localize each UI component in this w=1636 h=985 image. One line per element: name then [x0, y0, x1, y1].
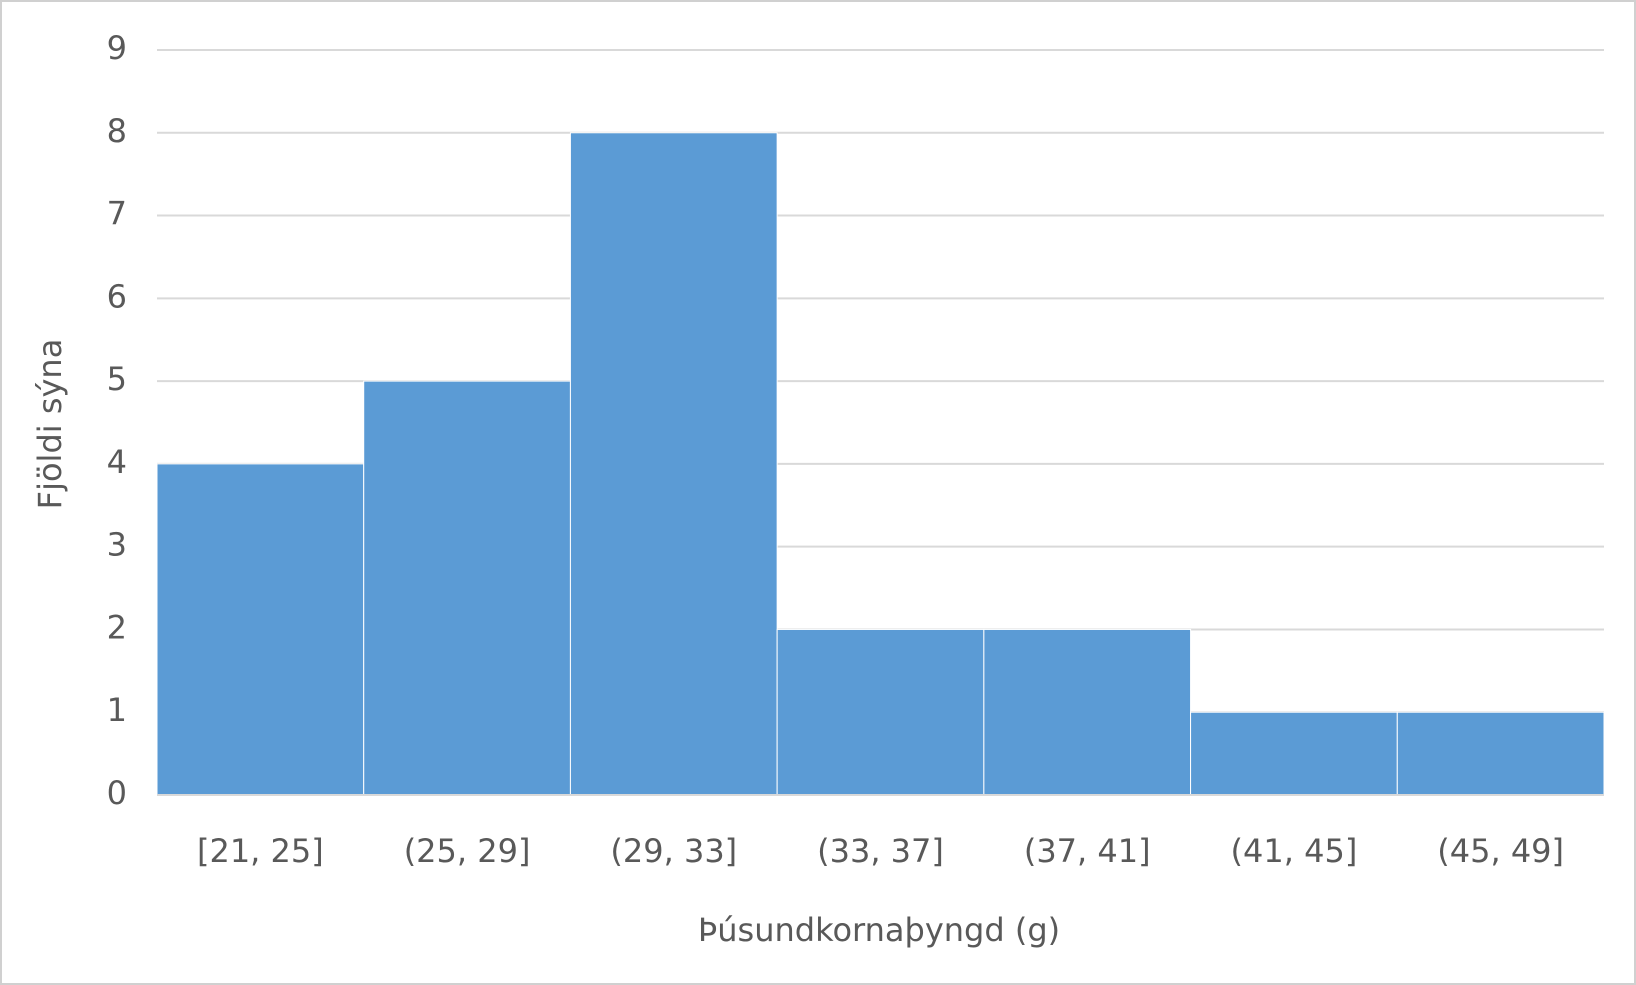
x-tick-label: (37, 41] [1024, 832, 1151, 870]
y-axis-label: Fjöldi sýna [31, 339, 69, 510]
y-tick-label: 1 [107, 691, 127, 729]
y-tick-label: 4 [107, 443, 127, 481]
x-tick-label: (25, 29] [404, 832, 531, 870]
y-tick-label: 2 [107, 608, 127, 646]
y-tick-label: 6 [107, 277, 127, 315]
x-tick-label: (33, 37] [817, 832, 944, 870]
bar [1396, 711, 1605, 796]
y-tick-label: 7 [107, 195, 127, 233]
x-axis-label: Þúsundkornaþyngd (g) [698, 911, 1060, 949]
y-tick-label: 5 [107, 360, 127, 398]
x-tick-label: (29, 33] [610, 832, 737, 870]
y-tick-label: 0 [107, 774, 127, 812]
x-tick-label: [21, 25] [197, 832, 324, 870]
bar [156, 463, 365, 796]
bar [776, 628, 985, 796]
bar [1190, 711, 1398, 796]
bar [983, 628, 1192, 796]
y-tick-label: 9 [107, 29, 127, 67]
bar [363, 380, 571, 796]
x-tick-label: (41, 45] [1231, 832, 1358, 870]
x-tick-label: (45, 49] [1437, 832, 1564, 870]
bar [569, 132, 778, 796]
y-tick-label: 3 [107, 526, 127, 564]
y-tick-label: 8 [107, 112, 127, 150]
